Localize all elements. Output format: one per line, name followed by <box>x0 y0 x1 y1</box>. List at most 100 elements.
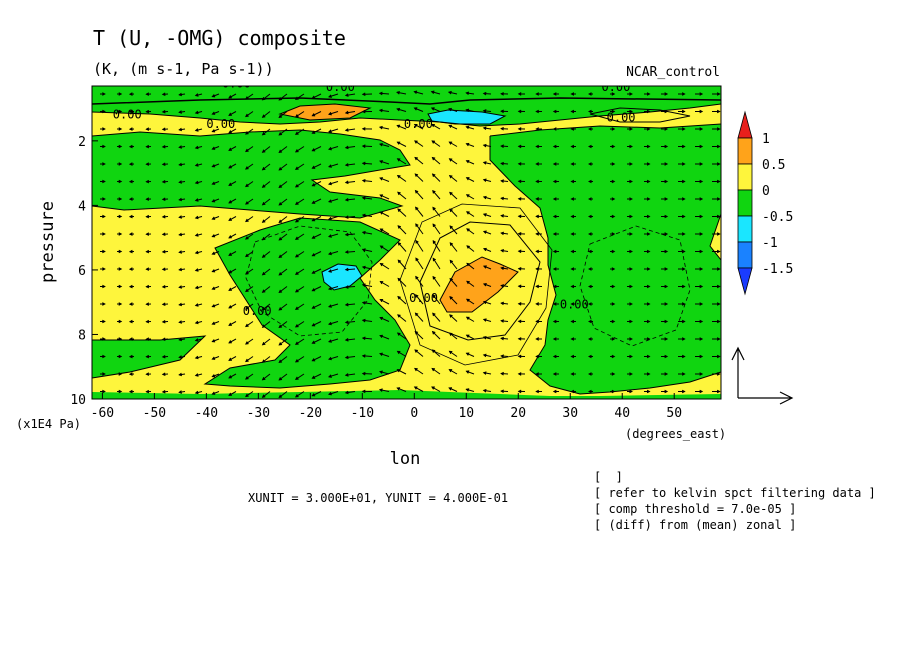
wind-vector-head <box>228 340 232 344</box>
wind-vector-head <box>413 123 418 128</box>
wind-vector-head <box>699 249 704 254</box>
wind-vector-head <box>570 249 575 254</box>
wind-vector-head <box>178 92 182 97</box>
wind-vector-head <box>397 277 402 282</box>
wind-vector-head <box>500 389 504 394</box>
wind-vector-head <box>716 162 721 166</box>
wind-vector-head <box>482 230 487 234</box>
wind-vector-head <box>194 303 199 307</box>
wind-vector-head <box>517 284 522 289</box>
wind-vector-head <box>448 158 453 162</box>
wind-vector-head <box>449 191 453 196</box>
wind-vector-head <box>716 144 721 149</box>
wind-vector-head <box>161 144 166 149</box>
wind-vector-head <box>449 314 453 318</box>
wind-vector-head <box>664 232 669 236</box>
wind-vector-head <box>465 91 470 95</box>
wind-vector-head <box>716 179 721 184</box>
wind-vector-head <box>431 386 435 390</box>
wind-vector-head <box>447 90 452 95</box>
wind-vector-head <box>397 191 401 196</box>
wind-vector-head <box>552 337 557 341</box>
note-line-4: [ (diff) from (mean) zonal ] <box>594 518 797 532</box>
wind-vector-head <box>570 92 575 96</box>
wind-vector-head <box>611 267 616 271</box>
wind-vector-head <box>261 149 266 153</box>
wind-vector-head <box>517 127 522 131</box>
wind-vector-head <box>699 267 704 271</box>
wind-vector-head <box>145 197 150 201</box>
wind-vector-head <box>414 173 419 177</box>
wind-vector-head <box>449 277 453 282</box>
contour-line-center-inner <box>419 221 541 341</box>
wind-vector-head <box>379 160 383 164</box>
wind-vector-head <box>629 232 633 236</box>
wind-vector-head <box>161 232 166 237</box>
wind-vector-head <box>517 267 522 271</box>
wind-vector-head <box>328 374 332 378</box>
wind-vector-head <box>517 214 522 219</box>
x-tick-label: 40 <box>614 406 630 421</box>
wind-vector-head <box>413 386 418 390</box>
wind-vector-head <box>517 144 522 149</box>
wind-vector-head <box>228 252 232 256</box>
wind-vector-head <box>681 319 686 324</box>
wind-vector-head <box>611 319 616 324</box>
wind-vector-head <box>517 179 522 184</box>
contour-label: 0.00 <box>607 110 636 124</box>
wind-vector-head <box>344 250 349 254</box>
wind-vector-head <box>161 109 166 114</box>
wind-vector-head <box>118 354 123 359</box>
wind-vector-head <box>245 306 249 310</box>
wind-vector-head <box>294 359 299 363</box>
wind-vector-head <box>448 387 453 391</box>
colorbar-level-label: -0.5 <box>762 210 793 225</box>
wind-vector-head <box>570 267 575 271</box>
wind-vector-head <box>500 196 504 201</box>
wind-vector-head <box>278 237 283 241</box>
wind-vector-head <box>211 356 216 360</box>
wind-vector-head <box>517 337 522 341</box>
wind-vector-head <box>483 247 487 252</box>
wind-vector-head <box>194 198 199 202</box>
wind-vector-head <box>629 127 633 131</box>
wind-vector-head <box>344 355 349 360</box>
x-unit-label: (degrees_east) <box>625 427 726 441</box>
colorbar-cap-bottom <box>737 267 753 296</box>
wind-vector-head <box>552 302 557 306</box>
wind-vector-head <box>211 286 216 290</box>
wind-vector-head <box>361 178 366 183</box>
wind-vector-head <box>588 249 592 254</box>
colorbar-cap-top <box>737 110 753 139</box>
wind-vector-head <box>396 124 401 129</box>
x-tick-label: -20 <box>299 406 322 421</box>
wind-vector-head <box>161 284 166 289</box>
wind-vector-head <box>278 289 283 294</box>
wind-vector-head <box>431 367 436 372</box>
wind-vector-head <box>588 179 592 184</box>
note-line-3: [ comp threshold = 7.0e-05 ] <box>594 502 797 516</box>
wind-vector-head <box>664 144 669 149</box>
wind-vector-head <box>570 144 575 149</box>
wind-vector-head <box>681 109 686 114</box>
wind-vector-head <box>570 302 575 306</box>
wind-vector-head <box>396 90 400 95</box>
wind-vector-head <box>588 389 592 394</box>
wind-vector-head <box>178 355 182 359</box>
wind-vector-head <box>517 354 522 359</box>
wind-vector-head <box>482 371 487 375</box>
wind-vector-head <box>328 94 332 98</box>
wind-vector-head <box>344 390 349 395</box>
wind-vector-head <box>311 288 316 292</box>
wind-vector-head <box>552 284 557 289</box>
wind-vector-head <box>161 354 166 359</box>
wind-vector-head <box>311 270 316 274</box>
wind-vector-head <box>646 267 651 271</box>
wind-vector-head <box>681 337 686 341</box>
colorbar-level-label: 0.5 <box>762 158 785 173</box>
wind-vector-head <box>145 267 150 271</box>
wind-vector-head <box>128 319 133 324</box>
wind-vector-head <box>500 371 504 376</box>
wind-vector-head <box>397 259 402 264</box>
wind-vector-head <box>432 240 436 244</box>
